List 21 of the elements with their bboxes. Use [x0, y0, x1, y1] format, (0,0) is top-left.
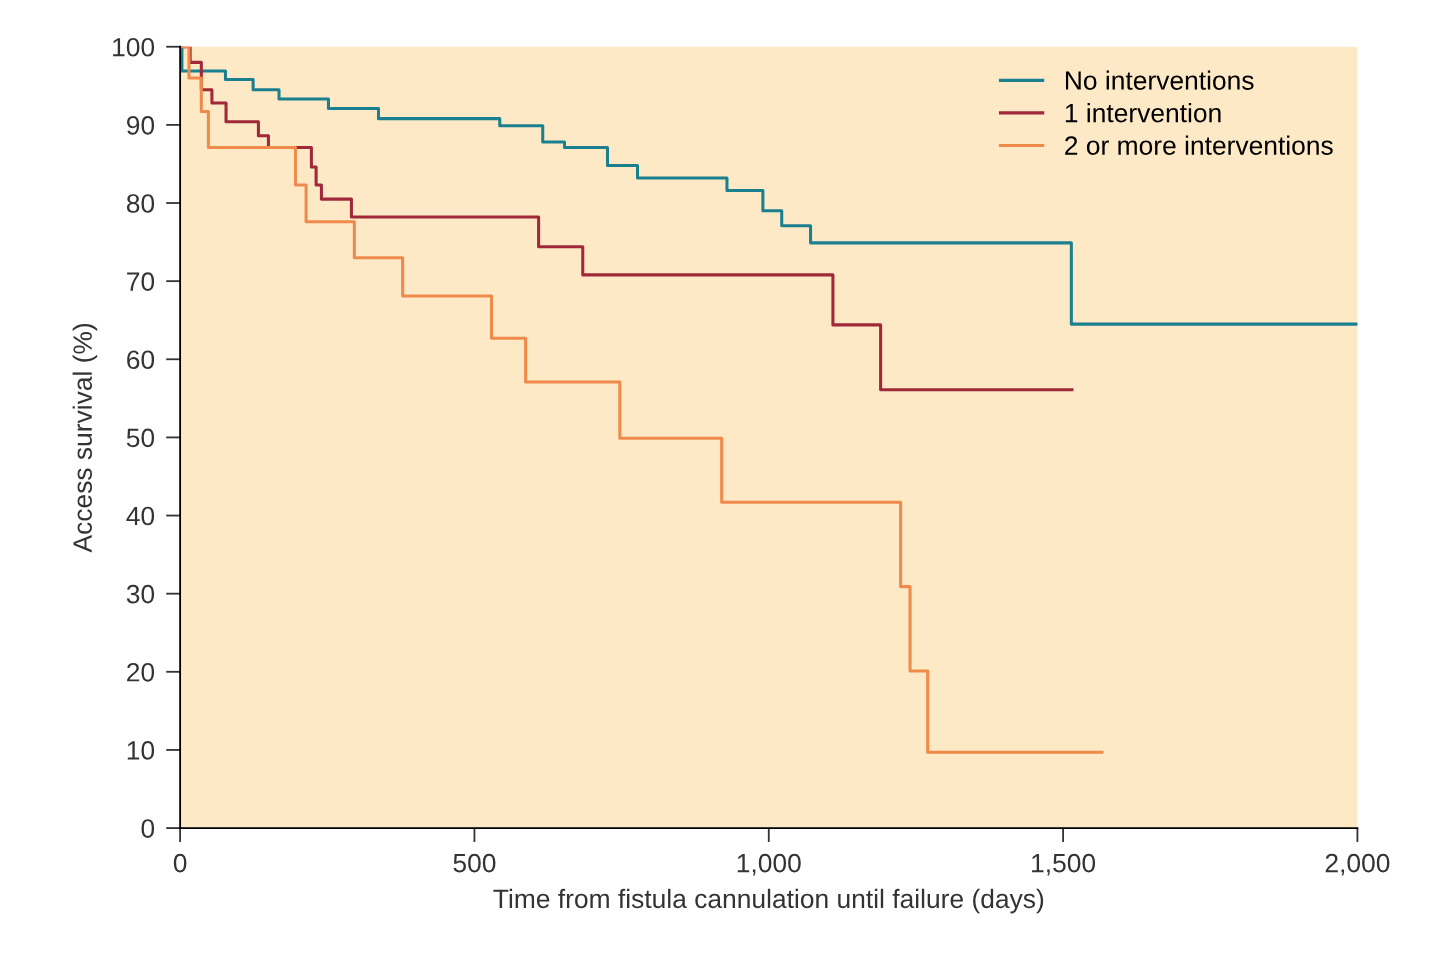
y-tick-label: 60 — [127, 350, 155, 370]
y-tick-label: 80 — [126, 194, 155, 213]
x-tick-label: 2,000 — [1325, 853, 1390, 876]
y-tick-label: 30 — [126, 584, 155, 604]
x-axis-title: Time from fistula cannulation until failure (days) — [493, 888, 1044, 914]
y-tick-label: 70 — [127, 272, 155, 291]
y-tick-label: 0 — [141, 819, 155, 838]
legend-label: No interventions — [1065, 70, 1254, 90]
x-tick-label: 500 — [453, 853, 496, 873]
y-tick-label: 100 — [113, 37, 155, 57]
y-tick-label: 90 — [127, 116, 155, 135]
y-tick-label: 20 — [127, 662, 155, 682]
y-tick-label: 50 — [126, 428, 155, 448]
y-tick-label: 10 — [127, 741, 155, 760]
y-axis-title: Access survival (%) — [72, 323, 98, 553]
x-tick-label: 1,500 — [1032, 853, 1096, 876]
legend-label: 2 or more interventions — [1065, 135, 1333, 155]
legend-label: 1 intervention — [1065, 103, 1221, 123]
x-tick-label: 1,000 — [737, 853, 801, 876]
x-tick-label: 0 — [173, 853, 187, 873]
y-tick-label: 40 — [126, 506, 155, 526]
